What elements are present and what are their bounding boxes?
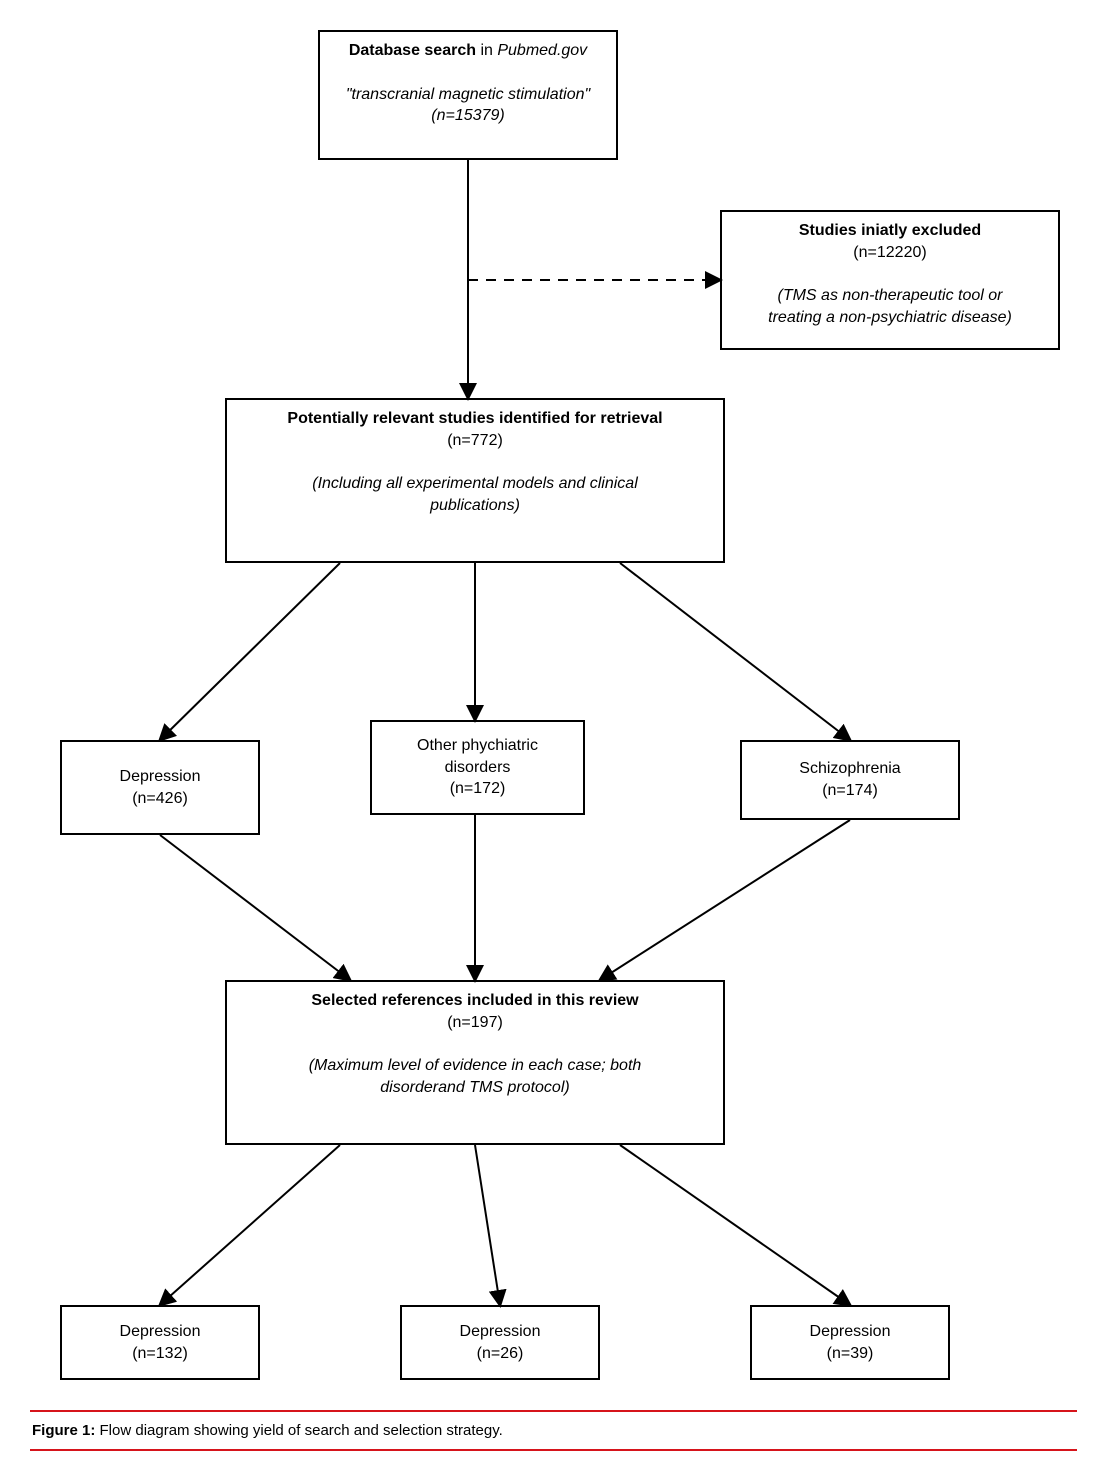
- potential-title: Potentially relevant studies identified …: [287, 408, 662, 430]
- node-depression: Depression (n=426): [60, 740, 260, 835]
- node-database-search: Database search in Pubmed.gov "transcran…: [318, 30, 618, 160]
- search-term: "transcranial magnetic stimulation": [346, 84, 590, 106]
- figure-desc: Flow diagram showing yield of search and…: [95, 1422, 502, 1439]
- n: (n=172): [450, 778, 506, 800]
- selected-n: (n=197): [447, 1012, 503, 1034]
- selected-note1: (Maximum level of evidence in each case;…: [309, 1055, 642, 1077]
- node-schizophrenia: Schizophrenia (n=174): [740, 740, 960, 820]
- search-n: (n=15379): [431, 105, 504, 127]
- figure-caption: Figure 1: Flow diagram showing yield of …: [30, 1410, 1077, 1451]
- node-excluded: Studies iniatly excluded (n=12220) (TMS …: [720, 210, 1060, 350]
- rule-bottom: [30, 1449, 1077, 1451]
- text: in: [476, 42, 497, 59]
- node-out-1: Depression (n=132): [60, 1305, 260, 1380]
- potential-note1: (Including all experimental models and c…: [312, 473, 638, 495]
- selected-note2: disorderand TMS protocol): [380, 1077, 569, 1099]
- label2: disorders: [445, 757, 511, 779]
- label: Schizophrenia: [799, 758, 900, 780]
- text: Pubmed.gov: [497, 42, 587, 59]
- n: (n=39): [827, 1343, 874, 1365]
- excluded-n: (n=12220): [853, 242, 926, 264]
- label: Depression: [810, 1321, 891, 1343]
- n: (n=26): [477, 1343, 524, 1365]
- n: (n=132): [132, 1343, 188, 1365]
- node-out-2: Depression (n=26): [400, 1305, 600, 1380]
- caption-text: Figure 1: Flow diagram showing yield of …: [30, 1412, 1077, 1449]
- figure-label: Figure 1:: [32, 1422, 95, 1439]
- selected-title: Selected references included in this rev…: [311, 990, 638, 1012]
- label: Depression: [120, 766, 201, 788]
- n: (n=426): [132, 788, 188, 810]
- excluded-title: Studies iniatly excluded: [799, 220, 981, 242]
- node-selected: Selected references included in this rev…: [225, 980, 725, 1145]
- node-other-disorders: Other phychiatric disorders (n=172): [370, 720, 585, 815]
- potential-note2: publications): [430, 495, 520, 517]
- excluded-note1: (TMS as non-therapeutic tool or: [778, 285, 1003, 307]
- text: Database search: [349, 42, 476, 59]
- potential-n: (n=772): [447, 430, 503, 452]
- label: Depression: [120, 1321, 201, 1343]
- node-out-3: Depression (n=39): [750, 1305, 950, 1380]
- node-potential: Potentially relevant studies identified …: [225, 398, 725, 563]
- label1: Other phychiatric: [417, 735, 538, 757]
- excluded-note2: treating a non-psychiatric disease): [768, 307, 1012, 329]
- label: Depression: [460, 1321, 541, 1343]
- flowchart-canvas: Database search in Pubmed.gov "transcran…: [0, 0, 1107, 1482]
- n: (n=174): [822, 780, 878, 802]
- search-title: Database search in Pubmed.gov: [349, 40, 587, 62]
